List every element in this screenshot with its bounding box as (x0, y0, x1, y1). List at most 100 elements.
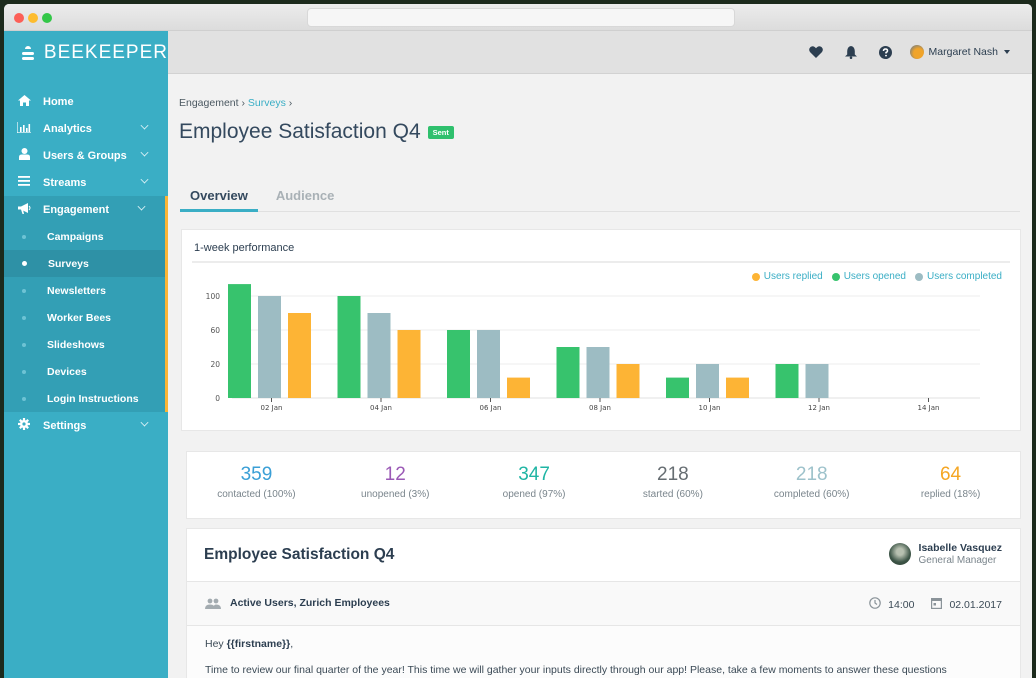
greeting-prefix: Hey (205, 638, 227, 650)
y-tick-label: 60 (210, 326, 220, 335)
legend-label: Users completed (926, 271, 1002, 282)
stat-label: completed (60%) (773, 489, 850, 500)
stat-value: 218 (657, 464, 689, 485)
sidebar-subitem-label: Slideshows (47, 338, 105, 351)
browser-window: BEEKEEPER Home Analytics Users & Gr (4, 4, 1032, 678)
chevron-down-icon (140, 418, 149, 427)
window-titlebar (4, 4, 1032, 31)
bar-users-opened (556, 347, 580, 398)
bar-users-opened (666, 377, 689, 398)
x-tick-label: 08 Jan (589, 404, 611, 412)
chart-legend: Users replied Users opened Users complet… (743, 271, 1002, 282)
stat-started: 218 started (60%) (603, 452, 742, 518)
sidebar-item-label: Engagement (43, 203, 110, 216)
legend-users-completed[interactable]: Users completed (914, 271, 1002, 282)
sidebar-item-analytics[interactable]: Analytics (4, 115, 168, 142)
user-avatar (909, 45, 924, 59)
bar-chart: 0 20 60 100 02 Jan 04 Jan 06 Jan 08 Jan 10 Jan 12… (206, 284, 980, 412)
send-date: 02.01.2017 (949, 598, 1002, 611)
sidebar-item-label: Streams (43, 176, 87, 189)
breadcrumb-surveys[interactable]: Surveys (247, 97, 286, 109)
breadcrumb-engagement[interactable]: Engagement (179, 97, 239, 109)
minimize-window-button[interactable] (28, 13, 38, 23)
sidebar-item-engagement[interactable]: Engagement (4, 196, 165, 223)
sidebar: BEEKEEPER Home Analytics Users & Gr (4, 31, 168, 678)
sidebar-subitem-slideshows[interactable]: Slideshows (4, 331, 165, 358)
clock-icon (869, 597, 881, 612)
x-tick-label: 14 Jan (918, 404, 940, 412)
address-bar[interactable] (307, 8, 735, 27)
message-header: Employee Satisfaction Q4 Isabelle Vasque… (187, 529, 1020, 582)
legend-label: Users replied (763, 271, 823, 282)
chevron-down-icon (140, 121, 149, 130)
sidebar-item-label: Analytics (43, 122, 92, 135)
stat-label: started (60%) (642, 489, 703, 500)
sidebar-item-home[interactable]: Home (4, 88, 168, 115)
bar-users-replied (616, 364, 640, 398)
sidebar-item-users-groups[interactable]: Users & Groups (4, 142, 168, 169)
chart-title: 1-week performance (194, 242, 295, 254)
sidebar-item-label: Home (43, 95, 74, 108)
sidebar-subitem-surveys[interactable]: Surveys (4, 250, 165, 277)
user-icon (17, 148, 31, 163)
caret-down-icon (1004, 50, 1010, 54)
y-tick-label: 0 (215, 394, 220, 403)
breadcrumb-separator: › (288, 97, 293, 109)
sidebar-item-settings[interactable]: Settings (4, 412, 168, 439)
legend-users-opened[interactable]: Users opened (831, 271, 906, 282)
y-tick-label: 100 (206, 292, 221, 301)
stat-replied: 64 replied (18%) (881, 452, 1020, 518)
bar-users-opened (228, 284, 251, 398)
bar-chart-icon (16, 121, 31, 136)
top-bar: Margaret Nash (168, 31, 1032, 74)
page-title-row: Employee Satisfaction Q4 Sent (179, 120, 454, 144)
sidebar-subitem-login-instructions[interactable]: Login Instructions (4, 385, 165, 412)
greeting-variable: {{firstname}} (226, 638, 291, 650)
sidebar-subitem-worker-bees[interactable]: Worker Bees (4, 304, 165, 331)
bar-users-replied (288, 313, 311, 398)
user-menu[interactable]: Margaret Nash (909, 45, 1010, 59)
legend-label: Users opened (843, 271, 906, 282)
author-role: General Manager (918, 555, 997, 566)
author-name: Isabelle Vasquez (918, 542, 1002, 554)
tab-bar: Overview Audience (180, 182, 1020, 212)
sidebar-subitem-newsletters[interactable]: Newsletters (4, 277, 165, 304)
audience-label: Active Users, Zurich Employees (230, 597, 390, 609)
bar-users-completed (586, 347, 610, 398)
stat-opened: 347 opened (97%) (465, 452, 604, 518)
send-time: 14:00 (888, 598, 915, 611)
stat-value: 359 (240, 464, 273, 485)
bar-users-completed (805, 364, 829, 398)
heart-icon[interactable] (808, 46, 823, 58)
megaphone-icon (17, 202, 31, 217)
calendar-icon (931, 597, 943, 612)
sidebar-subitem-campaigns[interactable]: Campaigns (4, 223, 165, 250)
close-window-button[interactable] (14, 13, 24, 23)
bar-users-opened (775, 364, 799, 398)
bar-users-completed (477, 330, 500, 398)
legend-dot-icon (831, 272, 840, 281)
stat-contacted: 359 contacted (100%) (187, 452, 326, 518)
brand-logo[interactable]: BEEKEEPER (4, 31, 168, 75)
bell-icon[interactable] (844, 45, 857, 59)
greeting-line: Hey {{firstname}}, (205, 637, 1002, 651)
tab-overview[interactable]: Overview (180, 182, 258, 212)
tab-audience[interactable]: Audience (275, 188, 335, 203)
bar-users-opened (337, 296, 361, 398)
x-tick-label: 04 Jan (370, 404, 392, 412)
maximize-window-button[interactable] (42, 13, 52, 23)
brand-name: BEEKEEPER (43, 42, 168, 63)
sidebar-subitem-label: Newsletters (47, 284, 106, 297)
engagement-group: Engagement Campaigns Surveys Newsletters (4, 196, 168, 412)
sidebar-subitem-label: Worker Bees (47, 311, 112, 324)
gear-icon (17, 418, 31, 433)
performance-chart-card: 1-week performance Users replied Users o… (181, 229, 1021, 431)
help-icon[interactable] (878, 45, 892, 59)
body-line: Time to review our final quarter of the … (205, 664, 947, 676)
audience-info: Active Users, Zurich Employees (205, 597, 390, 609)
bullet-icon (22, 234, 26, 239)
message-title: Employee Satisfaction Q4 (204, 546, 395, 563)
legend-users-replied[interactable]: Users replied (751, 271, 823, 282)
sidebar-subitem-devices[interactable]: Devices (4, 358, 165, 385)
sidebar-item-streams[interactable]: Streams (4, 169, 168, 196)
